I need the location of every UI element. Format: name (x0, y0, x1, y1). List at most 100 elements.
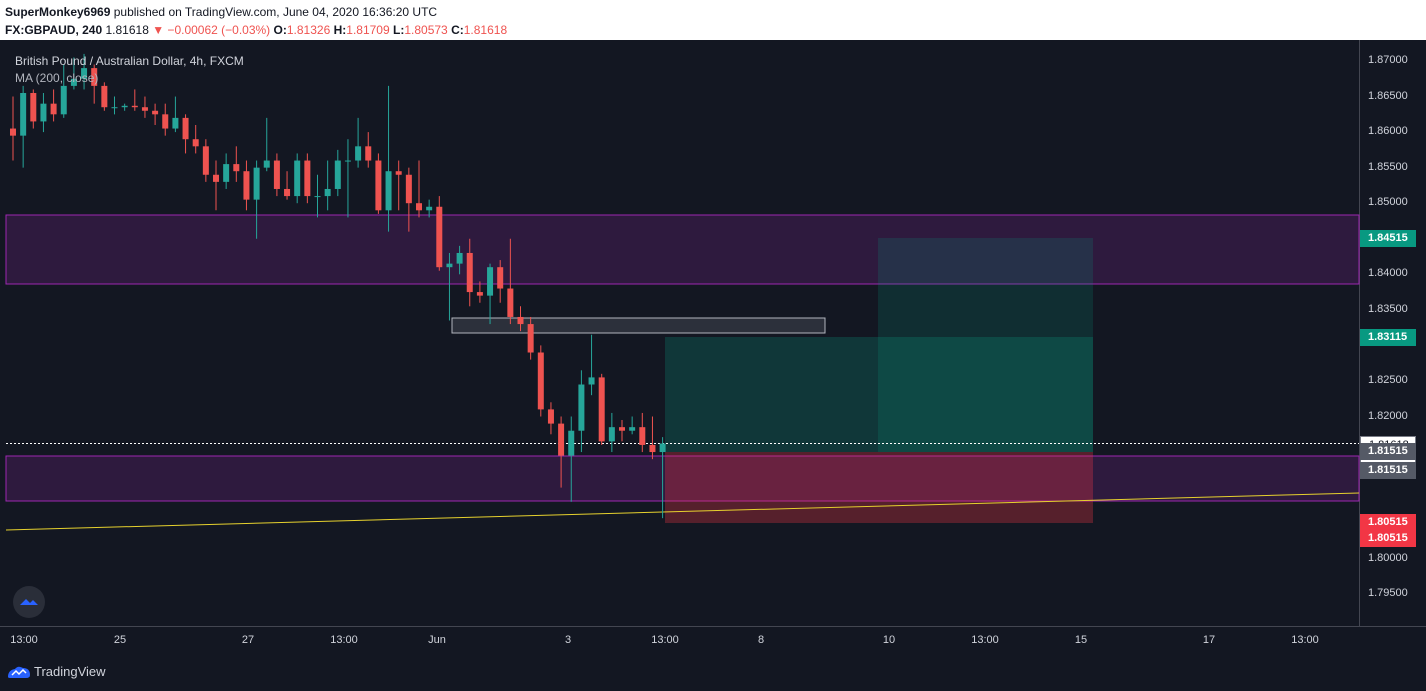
candle-body (253, 167, 260, 200)
price-axis-label: 1.83500 (1368, 302, 1408, 315)
footer-brand[interactable]: TradingView (34, 664, 106, 679)
symbol-label: FX:GBPAUD, 240 (5, 23, 103, 37)
candle-body (365, 146, 372, 161)
high-value: 1.81709 (346, 23, 390, 37)
time-axis-label: 3 (564, 634, 572, 646)
candle-body (568, 430, 575, 456)
candle-body (578, 384, 585, 431)
candles[interactable] (10, 53, 666, 519)
candle-body (40, 103, 47, 122)
candle-body (202, 146, 209, 175)
price-axis-label: 1.87000 (1368, 54, 1408, 66)
published-text: published on TradingView.com, June 04, 2… (113, 5, 438, 19)
candle-body (20, 92, 27, 136)
last-price: 1.81618 (105, 23, 149, 37)
loss-zone[interactable] (665, 452, 1093, 523)
candle-body (273, 160, 280, 189)
candle-body (385, 171, 392, 211)
candle-body (629, 427, 636, 431)
candle-body (60, 85, 67, 115)
price-axis-label: 1.85000 (1368, 196, 1408, 209)
candle-body (10, 128, 16, 136)
time-axis-label: 8 (757, 634, 765, 646)
tradingview-cloud-icon (20, 599, 38, 605)
candle-body (344, 160, 351, 162)
open-value: 1.81326 (286, 23, 331, 37)
candle-body (324, 188, 331, 197)
time-axis-label: 13:00 (971, 634, 999, 646)
gray-box-drawing[interactable] (451, 317, 826, 334)
profit-zone-upper[interactable] (878, 238, 1093, 452)
tradingview-badge[interactable] (13, 586, 45, 618)
open-label: O: (273, 23, 287, 37)
resistance-zone[interactable] (5, 214, 1360, 285)
time-axis-label: 17 (1202, 634, 1216, 646)
time-axis-label: 10 (882, 634, 896, 646)
ma-line[interactable] (5, 492, 1360, 531)
price-tag: 1.84515 (1360, 229, 1416, 247)
candle-body (101, 85, 108, 108)
candle-body (111, 107, 118, 109)
price-tag: 1.81515 (1360, 461, 1416, 479)
candle-body (527, 324, 534, 353)
profit-zone-lower[interactable] (665, 337, 1093, 452)
candle-body (608, 427, 615, 442)
candle-body (355, 146, 362, 161)
price-axis-label: 1.82000 (1368, 409, 1408, 422)
time-axis-label: 13:00 (330, 634, 358, 646)
candle-body (263, 160, 270, 168)
time-axis-label: 27 (241, 634, 255, 646)
candle-body (182, 117, 189, 140)
candle-body (659, 443, 666, 453)
price-tag: 1.83115 (1360, 329, 1416, 347)
candle-body (588, 377, 595, 385)
candle-body (375, 160, 382, 211)
time-axis-label: 13:00 (1291, 634, 1319, 646)
candle-body (314, 196, 321, 198)
candle-body (405, 174, 412, 204)
candle-body (446, 263, 453, 268)
footer: TradingView (0, 652, 1426, 691)
price-change: ▼ −0.00062 (−0.03%) (152, 23, 271, 37)
chart-legend: British Pound / Australian Dollar, 4h, F… (15, 53, 244, 87)
time-axis-label: 13:00 (10, 634, 38, 646)
candle-body (497, 267, 504, 289)
candle-body (192, 139, 199, 147)
candle-body (456, 252, 463, 264)
candle-body (70, 78, 77, 86)
candle-body (649, 444, 656, 453)
candle-body (243, 171, 250, 200)
support-zone[interactable] (5, 455, 1360, 502)
price-axis-label: 1.84000 (1368, 267, 1408, 280)
candle-body (436, 206, 443, 268)
candle-body (619, 427, 625, 431)
price-axis-label: 1.86000 (1368, 125, 1408, 138)
candle-body (598, 377, 605, 442)
candle-body (466, 252, 473, 293)
candle-body (284, 188, 291, 197)
candle-body (172, 117, 179, 129)
candle-body (213, 174, 219, 182)
time-axis-label: 25 (113, 634, 127, 646)
candle-body (507, 288, 514, 317)
publish-info: SuperMonkey6969 published on TradingView… (5, 5, 437, 19)
tradingview-logo-icon (8, 666, 30, 678)
close-label: C: (451, 23, 464, 37)
ohlc-line: FX:GBPAUD, 240 1.81618 ▼ −0.00062 (−0.03… (5, 23, 507, 37)
legend-indicator[interactable]: MA (200, close) (15, 71, 99, 85)
close-value: 1.81618 (463, 23, 508, 37)
price-axis-label: 1.85500 (1368, 160, 1408, 173)
candle-body (162, 114, 169, 129)
candle-body (537, 352, 544, 410)
legend-title[interactable]: British Pound / Australian Dollar, 4h, F… (15, 54, 244, 68)
candle-body (81, 68, 88, 79)
price-tag: 1.81515 (1360, 442, 1416, 460)
candle-body (294, 160, 301, 197)
candle-body (121, 105, 128, 108)
candle-body (223, 164, 230, 182)
low-value: 1.80573 (404, 23, 448, 37)
price-axis-label: 1.82500 (1368, 373, 1408, 386)
author-name[interactable]: SuperMonkey6969 (5, 5, 111, 19)
time-axis-label: 13:00 (651, 634, 679, 646)
